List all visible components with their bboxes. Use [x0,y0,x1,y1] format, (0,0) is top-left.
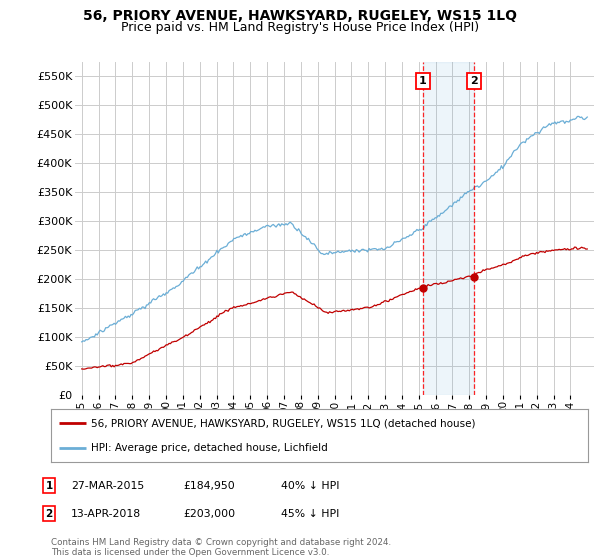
Text: 27-MAR-2015: 27-MAR-2015 [71,480,144,491]
Text: 40% ↓ HPI: 40% ↓ HPI [281,480,340,491]
Text: 1: 1 [46,480,53,491]
Text: £203,000: £203,000 [183,508,235,519]
Text: Contains HM Land Registry data © Crown copyright and database right 2024.
This d: Contains HM Land Registry data © Crown c… [51,538,391,557]
Text: 13-APR-2018: 13-APR-2018 [71,508,141,519]
Text: 56, PRIORY AVENUE, HAWKSYARD, RUGELEY, WS15 1LQ: 56, PRIORY AVENUE, HAWKSYARD, RUGELEY, W… [83,9,517,23]
Text: 2: 2 [46,508,53,519]
Text: Price paid vs. HM Land Registry's House Price Index (HPI): Price paid vs. HM Land Registry's House … [121,21,479,34]
Text: 2: 2 [470,76,478,86]
Text: HPI: Average price, detached house, Lichfield: HPI: Average price, detached house, Lich… [91,442,328,452]
Text: 1: 1 [419,76,427,86]
Text: 45% ↓ HPI: 45% ↓ HPI [281,508,339,519]
Text: £184,950: £184,950 [183,480,235,491]
Bar [422,62,474,395]
Text: 56, PRIORY AVENUE, HAWKSYARD, RUGELEY, WS15 1LQ (detached house): 56, PRIORY AVENUE, HAWKSYARD, RUGELEY, W… [91,418,476,428]
